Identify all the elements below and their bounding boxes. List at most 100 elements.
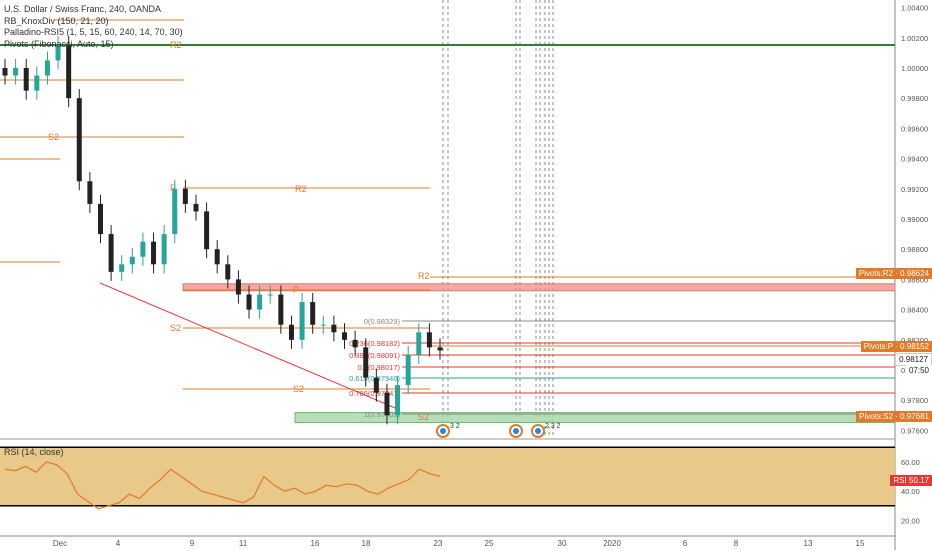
candle-body xyxy=(246,294,252,310)
pivot-label-s2: S2 xyxy=(170,323,181,333)
pivot-label-r2: R2 xyxy=(170,40,182,50)
candle-body xyxy=(44,60,50,76)
time-axis-label: Dec xyxy=(53,539,67,548)
fib-level-label: 0.786(0.97841) xyxy=(349,389,400,398)
countdown-tag: 07:50 xyxy=(905,365,932,376)
candle-body xyxy=(182,188,188,204)
pivot-label-p: P xyxy=(170,183,176,193)
rsi-axis-label: 20.00 xyxy=(901,516,920,525)
candle-body xyxy=(363,347,369,378)
candle-body xyxy=(373,377,379,393)
fib-level-label: 1(0.97705) xyxy=(364,410,401,419)
price-axis-label: 0.98600 xyxy=(901,275,928,284)
candle-body xyxy=(214,249,220,265)
pivot-p-tag-label: Pivots:P xyxy=(863,342,893,351)
candle-body xyxy=(161,234,167,265)
candle-body xyxy=(299,302,305,340)
candle-body xyxy=(97,203,103,235)
pivot-label-r2: R2 xyxy=(418,271,430,281)
pivot-label-s2: S2 xyxy=(293,384,304,394)
time-axis-label: 18 xyxy=(362,539,371,548)
time-axis-label: 4 xyxy=(116,539,121,548)
indicator-pivots[interactable]: Pivots (Fibonacci, Auto, 15) xyxy=(4,38,114,49)
time-axis-label: 9 xyxy=(190,539,195,548)
candle-body xyxy=(193,203,199,212)
pivot-label-s2: S2 xyxy=(48,132,59,142)
candle-body xyxy=(405,354,411,386)
indicator-knoxdiv[interactable]: RB_KnoxDiv (150, 21, 20) xyxy=(4,15,109,26)
candle-body xyxy=(76,98,82,182)
price-axis-label: 0.99600 xyxy=(901,124,928,133)
candle-body xyxy=(34,75,40,91)
time-axis-label: 6 xyxy=(683,539,688,548)
pivot-s2-tag-label: Pivots:S2 xyxy=(859,412,893,421)
pivot-r2-tag: Pivots:R2 · 0.98624 xyxy=(855,268,932,279)
fib-level-label: 0.382(0.98091) xyxy=(349,351,400,360)
rsi-axis-label: 40.00 xyxy=(901,487,920,496)
candle-body xyxy=(23,67,29,91)
time-axis-label: 16 xyxy=(311,539,320,548)
time-axis-label: 30 xyxy=(558,539,567,548)
candle-body xyxy=(278,294,284,325)
countdown-value: 07:50 xyxy=(908,366,929,375)
pivot-r2-tag-label: Pivots:R2 xyxy=(858,269,893,278)
pivot-label-p: P xyxy=(293,285,299,295)
rsi-tag-label: RSI xyxy=(893,476,907,485)
candle-body xyxy=(352,339,358,348)
pivot-p-tag-value: 0.98152 xyxy=(900,342,929,351)
pivot-s2-tag-value: 0.97681 xyxy=(900,412,929,421)
candle-body xyxy=(172,188,178,235)
candle-body xyxy=(437,347,443,351)
chart-legend: U.S. Dollar / Swiss Franc, 240, OANDA RB… xyxy=(4,4,183,50)
candle-body xyxy=(108,234,114,272)
time-axis-label: 15 xyxy=(856,539,865,548)
event-marker-dot xyxy=(440,428,446,434)
time-axis-label: 25 xyxy=(485,539,494,548)
event-marker-dot xyxy=(535,428,541,434)
candle-body xyxy=(129,256,135,265)
candle-body xyxy=(2,67,8,76)
price-axis-label: 0.98800 xyxy=(901,245,928,254)
rsi-band xyxy=(0,447,895,506)
candle-body xyxy=(288,324,294,340)
rsi-legend[interactable]: RSI (14, close) xyxy=(4,447,64,457)
time-axis-label: 13 xyxy=(804,539,813,548)
fib-level-label: 0.236(0.98182) xyxy=(349,339,400,348)
candle-body xyxy=(395,385,401,416)
candle-body xyxy=(225,264,231,280)
rsi-line xyxy=(4,461,441,510)
symbol-title[interactable]: U.S. Dollar / Swiss Franc, 240, OANDA xyxy=(4,4,162,14)
candle-body xyxy=(151,241,157,265)
time-axis-label: 11 xyxy=(239,539,248,548)
price-axis-label: 0.99200 xyxy=(901,185,928,194)
candle-body xyxy=(204,211,210,250)
price-axis-label: 0.99800 xyxy=(901,94,928,103)
price-axis-label: 0.99400 xyxy=(901,155,928,164)
candle-body xyxy=(140,241,146,257)
indicator-palladino[interactable]: Palladino-RSI5 (1, 5, 15, 60, 240, 14, 7… xyxy=(4,27,183,37)
candle-body xyxy=(55,45,61,61)
last-price-value: 0.98127 xyxy=(899,355,928,364)
candle-body xyxy=(66,45,72,99)
candle-body xyxy=(87,181,93,204)
event-marker-dot xyxy=(513,428,519,434)
price-axis-label: 0.98200 xyxy=(901,336,928,345)
price-axis-label: 1.00400 xyxy=(901,4,928,13)
candle-body xyxy=(267,294,273,296)
time-axis-label: 2020 xyxy=(603,539,621,548)
pivot-label-r2: R2 xyxy=(295,184,307,194)
fib-level-label: 0(0.98329) xyxy=(364,317,401,326)
event-marker-label: 3 2 xyxy=(450,423,460,430)
rsi-tag-value: 50.17 xyxy=(908,476,929,485)
price-axis-label: 1.00000 xyxy=(901,64,928,73)
price-axis-label: 0.97600 xyxy=(901,426,928,435)
candle-body xyxy=(235,279,241,295)
rsi-axis-label: 60.00 xyxy=(901,458,920,467)
candle-body xyxy=(384,392,390,416)
price-axis-label: 0.97800 xyxy=(901,396,928,405)
price-axis-label: 0.98400 xyxy=(901,306,928,315)
trend-line[interactable] xyxy=(99,282,401,411)
resistance-zone[interactable] xyxy=(182,283,896,292)
